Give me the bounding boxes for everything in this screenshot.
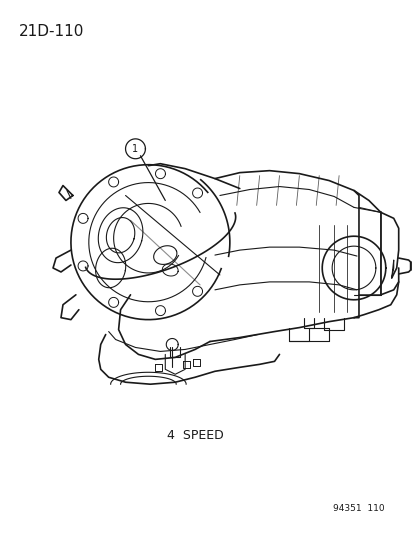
Text: 94351  110: 94351 110 bbox=[332, 504, 384, 513]
Text: 4  SPEED: 4 SPEED bbox=[166, 429, 223, 442]
Text: 21D-110: 21D-110 bbox=[19, 23, 84, 38]
Text: 1: 1 bbox=[132, 144, 138, 154]
